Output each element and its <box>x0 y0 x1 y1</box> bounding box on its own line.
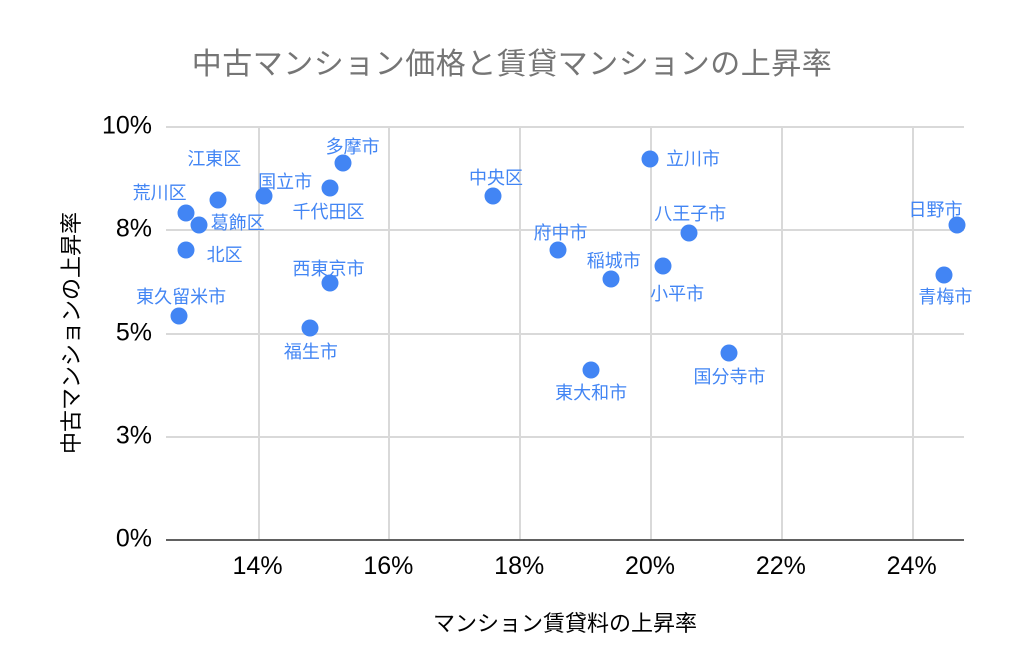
data-point[interactable] <box>602 270 620 288</box>
data-point[interactable] <box>680 224 698 242</box>
y-tick-label: 8% <box>115 214 152 243</box>
data-point[interactable] <box>484 187 502 205</box>
plot-area: 荒川区葛飾区北区 江東区東久留米市 国立市 多摩市千代田区西東京市福生市 中央区府中市稲… <box>133 126 972 541</box>
x-tick-label: 22% <box>755 552 806 580</box>
data-point[interactable] <box>170 307 188 325</box>
data-point[interactable] <box>641 150 659 168</box>
data-point[interactable] <box>720 344 738 362</box>
data-point[interactable] <box>321 179 339 197</box>
point-label: 多摩市 <box>325 137 380 158</box>
data-point[interactable] <box>935 266 953 284</box>
point-label: 府中市 <box>533 222 588 243</box>
y-tick-label: 10% <box>101 111 152 140</box>
point-label: 荒川区 <box>132 182 187 203</box>
data-point[interactable] <box>177 241 195 259</box>
point-label: 東久留米市 <box>136 286 227 307</box>
data-point[interactable] <box>177 204 195 222</box>
data-point[interactable] <box>190 216 208 234</box>
y-tick-label: 5% <box>115 318 152 346</box>
point-label: 江東区 <box>187 149 242 170</box>
gridline-horizontal <box>166 332 964 335</box>
point-label: 稲城市 <box>586 250 641 271</box>
point-label: 北区 <box>206 244 243 265</box>
gridline-horizontal <box>166 126 964 128</box>
point-label: 東大和市 <box>555 382 628 403</box>
data-point[interactable] <box>549 241 567 259</box>
x-tick-label: 14% <box>232 552 283 580</box>
point-label: 小平市 <box>650 284 705 305</box>
data-point[interactable] <box>301 319 319 337</box>
data-point[interactable] <box>321 274 339 292</box>
x-tick-label: 18% <box>494 552 545 580</box>
data-point[interactable] <box>582 361 600 379</box>
y-tick-label: 3% <box>115 421 152 450</box>
point-label: 立川市 <box>666 149 721 170</box>
point-label: 青梅市 <box>918 286 973 307</box>
chart-title: 中古マンション価格と賃貸マンションの上昇率 <box>191 48 833 81</box>
y-tick-label: 0% <box>115 524 152 553</box>
point-label: 西東京市 <box>292 258 365 279</box>
data-point[interactable] <box>948 216 966 234</box>
point-label: 国立市 <box>258 172 313 193</box>
data-point[interactable] <box>255 187 273 205</box>
point-label: 八王子市 <box>654 204 727 225</box>
gridline-horizontal <box>166 435 964 438</box>
x-tick-label: 20% <box>625 552 676 580</box>
point-label: 国分寺市 <box>693 367 766 388</box>
point-label: 中央区 <box>469 168 524 189</box>
data-point[interactable] <box>334 154 352 172</box>
gridline-horizontal <box>166 229 964 232</box>
data-point[interactable] <box>654 257 672 275</box>
x-tick-label: 24% <box>886 552 937 580</box>
data-point[interactable] <box>209 191 227 209</box>
x-tick-label: 16% <box>363 552 414 580</box>
point-label: 葛飾区 <box>210 213 265 234</box>
x-axis-title: マンション賃貸料の上昇率 <box>432 611 697 636</box>
point-label: 千代田区 <box>292 201 365 222</box>
point-label: 福生市 <box>283 342 338 363</box>
point-label: 日野市 <box>908 200 963 221</box>
